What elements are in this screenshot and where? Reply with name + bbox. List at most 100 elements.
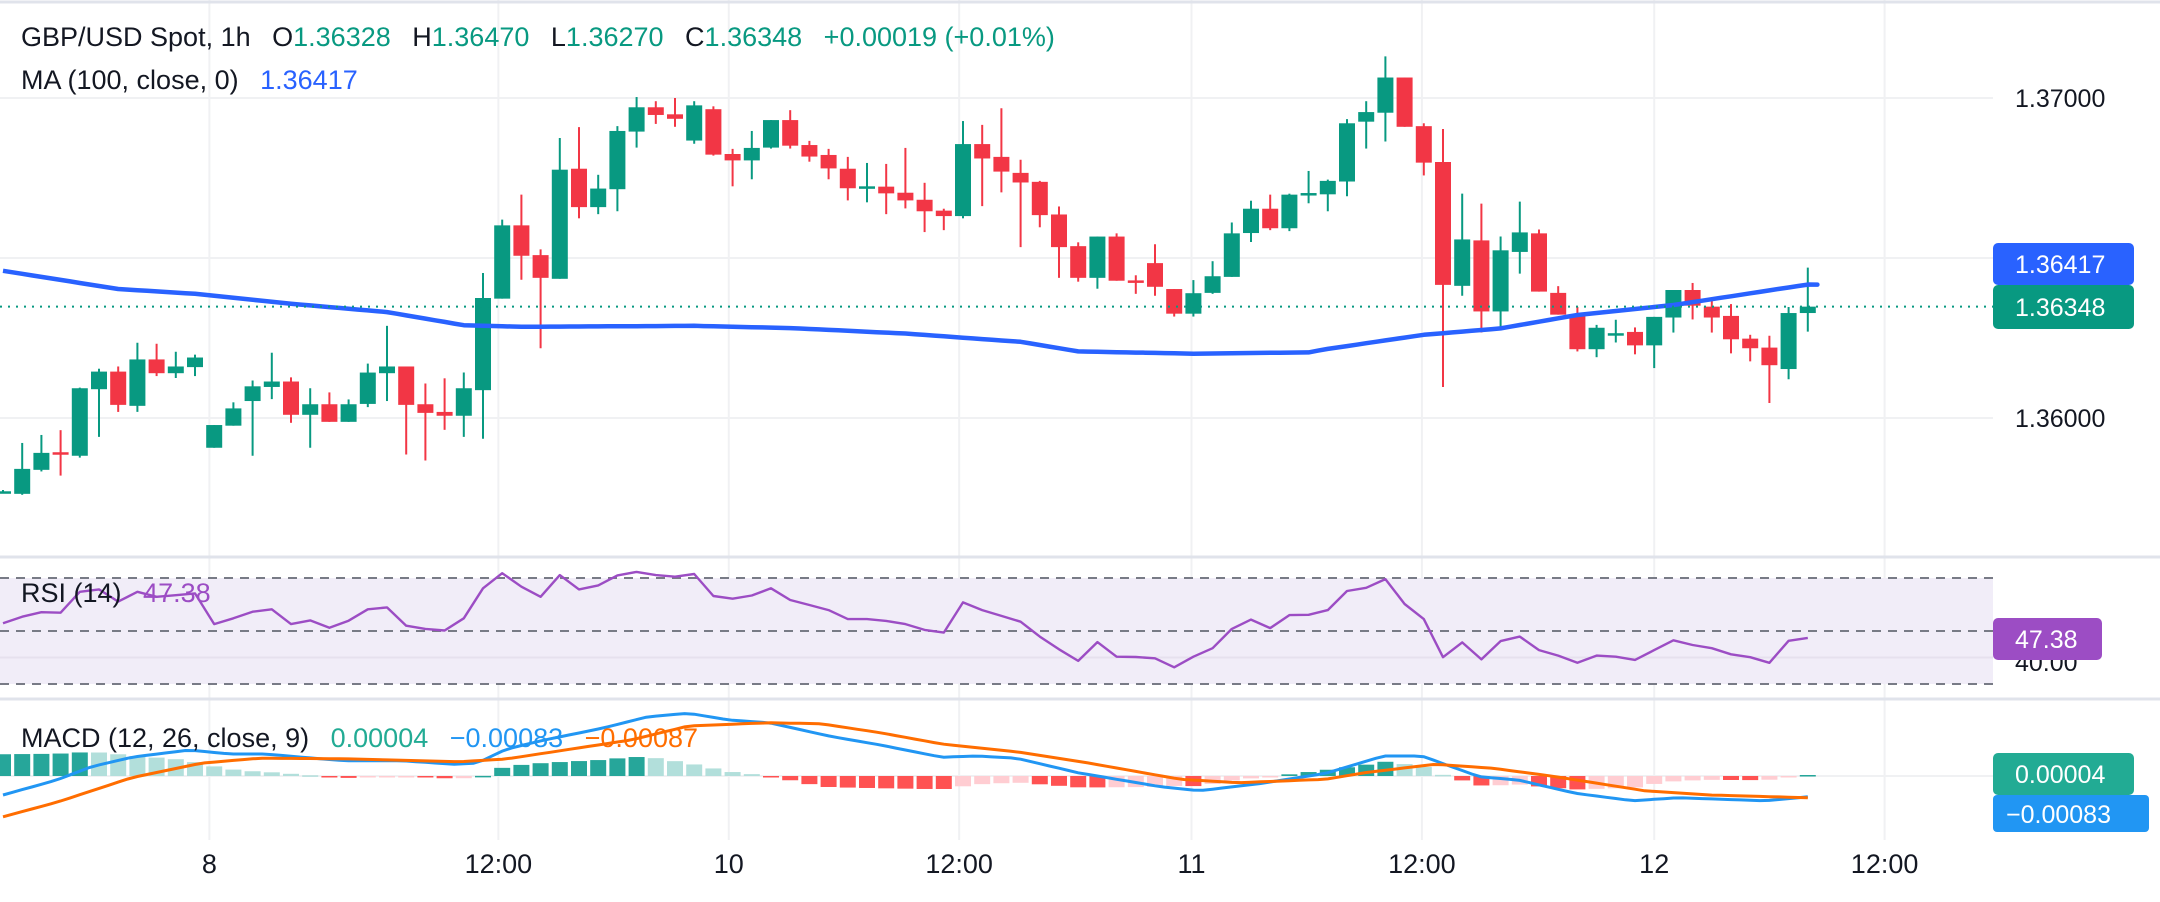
candle-body xyxy=(551,169,568,279)
candle xyxy=(33,434,50,472)
candle-body xyxy=(91,371,107,390)
candle xyxy=(1339,119,1355,197)
histogram-bar xyxy=(0,754,11,776)
candle-body xyxy=(571,168,587,208)
candle-body xyxy=(1185,293,1202,314)
candle-body xyxy=(436,411,453,416)
candle-body xyxy=(1377,77,1394,113)
candle-body xyxy=(302,404,319,415)
candle xyxy=(1627,327,1643,355)
histogram-bar xyxy=(244,771,261,776)
histogram-bar xyxy=(974,776,991,785)
time-tick-label: 12:00 xyxy=(1388,849,1456,879)
candle-body xyxy=(878,186,895,194)
svg-text:−0.00083: −0.00083 xyxy=(2006,801,2111,829)
histogram-bar xyxy=(1761,776,1778,780)
candle xyxy=(897,147,914,209)
ma-legend-label[interactable]: MA (100, close, 0) xyxy=(21,65,239,95)
candle xyxy=(571,127,587,219)
candle xyxy=(743,130,760,180)
candle xyxy=(878,163,895,215)
candle-body xyxy=(225,408,242,426)
price-tick-label: 1.37000 xyxy=(2015,85,2105,113)
candle-body xyxy=(859,186,875,189)
candle xyxy=(647,101,664,124)
histogram-bar xyxy=(14,754,31,776)
rsi-legend-value: 47.38 xyxy=(143,578,211,608)
candle-body xyxy=(1550,292,1567,315)
candle-body xyxy=(1070,246,1087,278)
symbol-legend: GBP/USD Spot, 1h O1.36328 H1.36470 L1.36… xyxy=(21,24,1069,51)
symbol-title[interactable]: GBP/USD Spot, 1h xyxy=(21,22,251,52)
candle-body xyxy=(1281,194,1298,229)
candle xyxy=(628,97,645,148)
candle xyxy=(686,101,703,144)
histogram-bar xyxy=(667,761,683,776)
candle-body xyxy=(724,154,741,161)
candle-body xyxy=(1473,240,1490,312)
histogram-bar xyxy=(1723,776,1739,780)
macd-hist-badge: 0.00004 xyxy=(1993,753,2134,795)
histogram-bar xyxy=(513,764,530,776)
time-tick-label: 12:00 xyxy=(925,849,993,879)
candle-body xyxy=(379,366,395,374)
candle-body xyxy=(1051,214,1067,248)
macd-legend-label[interactable]: MACD (12, 26, close, 9) xyxy=(21,723,310,753)
candle-body xyxy=(1607,333,1624,336)
change-value: +0.00019 (+0.01%) xyxy=(823,22,1055,52)
macd-legend-macd: −0.00083 xyxy=(449,723,564,753)
histogram-bar xyxy=(859,776,875,788)
rsi-panel xyxy=(0,577,1993,685)
histogram-bar xyxy=(571,761,587,776)
histogram-bar xyxy=(1684,776,1701,781)
candle-body xyxy=(1108,236,1125,281)
histogram-bar xyxy=(1089,776,1106,788)
candle xyxy=(820,148,837,180)
candle xyxy=(1703,298,1720,333)
histogram-bar xyxy=(1492,776,1509,786)
rsi-legend-label[interactable]: RSI (14) xyxy=(21,578,122,608)
ma-legend: MA (100, close, 0) 1.36417 xyxy=(21,67,372,94)
candle-body xyxy=(110,371,127,405)
candle-body xyxy=(743,147,760,161)
candle xyxy=(475,273,491,439)
candle xyxy=(1223,222,1240,277)
candle xyxy=(1454,193,1471,296)
candle-body xyxy=(1627,331,1643,346)
candle xyxy=(1262,194,1279,231)
candle xyxy=(1319,179,1336,212)
candle-body xyxy=(820,154,837,169)
candle xyxy=(379,325,395,402)
candle xyxy=(1550,286,1567,315)
histogram-bar xyxy=(1147,776,1163,787)
ma-legend-value: 1.36417 xyxy=(260,65,358,95)
candle-body xyxy=(1531,233,1547,292)
histogram-bar xyxy=(1665,776,1682,782)
candle xyxy=(859,162,875,203)
candle-body xyxy=(1358,112,1375,122)
histogram-bar xyxy=(263,772,280,776)
candle-body xyxy=(1415,126,1432,163)
close-value: 1.36348 xyxy=(704,22,803,52)
histogram-bar xyxy=(993,776,1010,784)
time-tick-label: 10 xyxy=(714,849,744,879)
candle-body xyxy=(782,120,799,146)
histogram-bar xyxy=(1300,772,1317,776)
candle xyxy=(1799,267,1816,332)
histogram-bar xyxy=(782,776,799,781)
candle xyxy=(0,490,11,494)
candle-body xyxy=(52,452,69,455)
histogram-bar xyxy=(801,776,818,785)
candle-body xyxy=(475,298,491,391)
macd-value-badge: −0.00083 xyxy=(1993,795,2149,832)
candle-body xyxy=(1799,306,1816,314)
candle-body xyxy=(1319,180,1336,195)
candle xyxy=(782,110,799,149)
candle xyxy=(1108,233,1125,281)
candle xyxy=(551,138,568,279)
time-tick-label: 12:00 xyxy=(1851,849,1919,879)
candle-body xyxy=(187,357,203,368)
ma-price-badge: 1.36417 xyxy=(1993,243,2134,285)
candle-body xyxy=(14,468,31,494)
